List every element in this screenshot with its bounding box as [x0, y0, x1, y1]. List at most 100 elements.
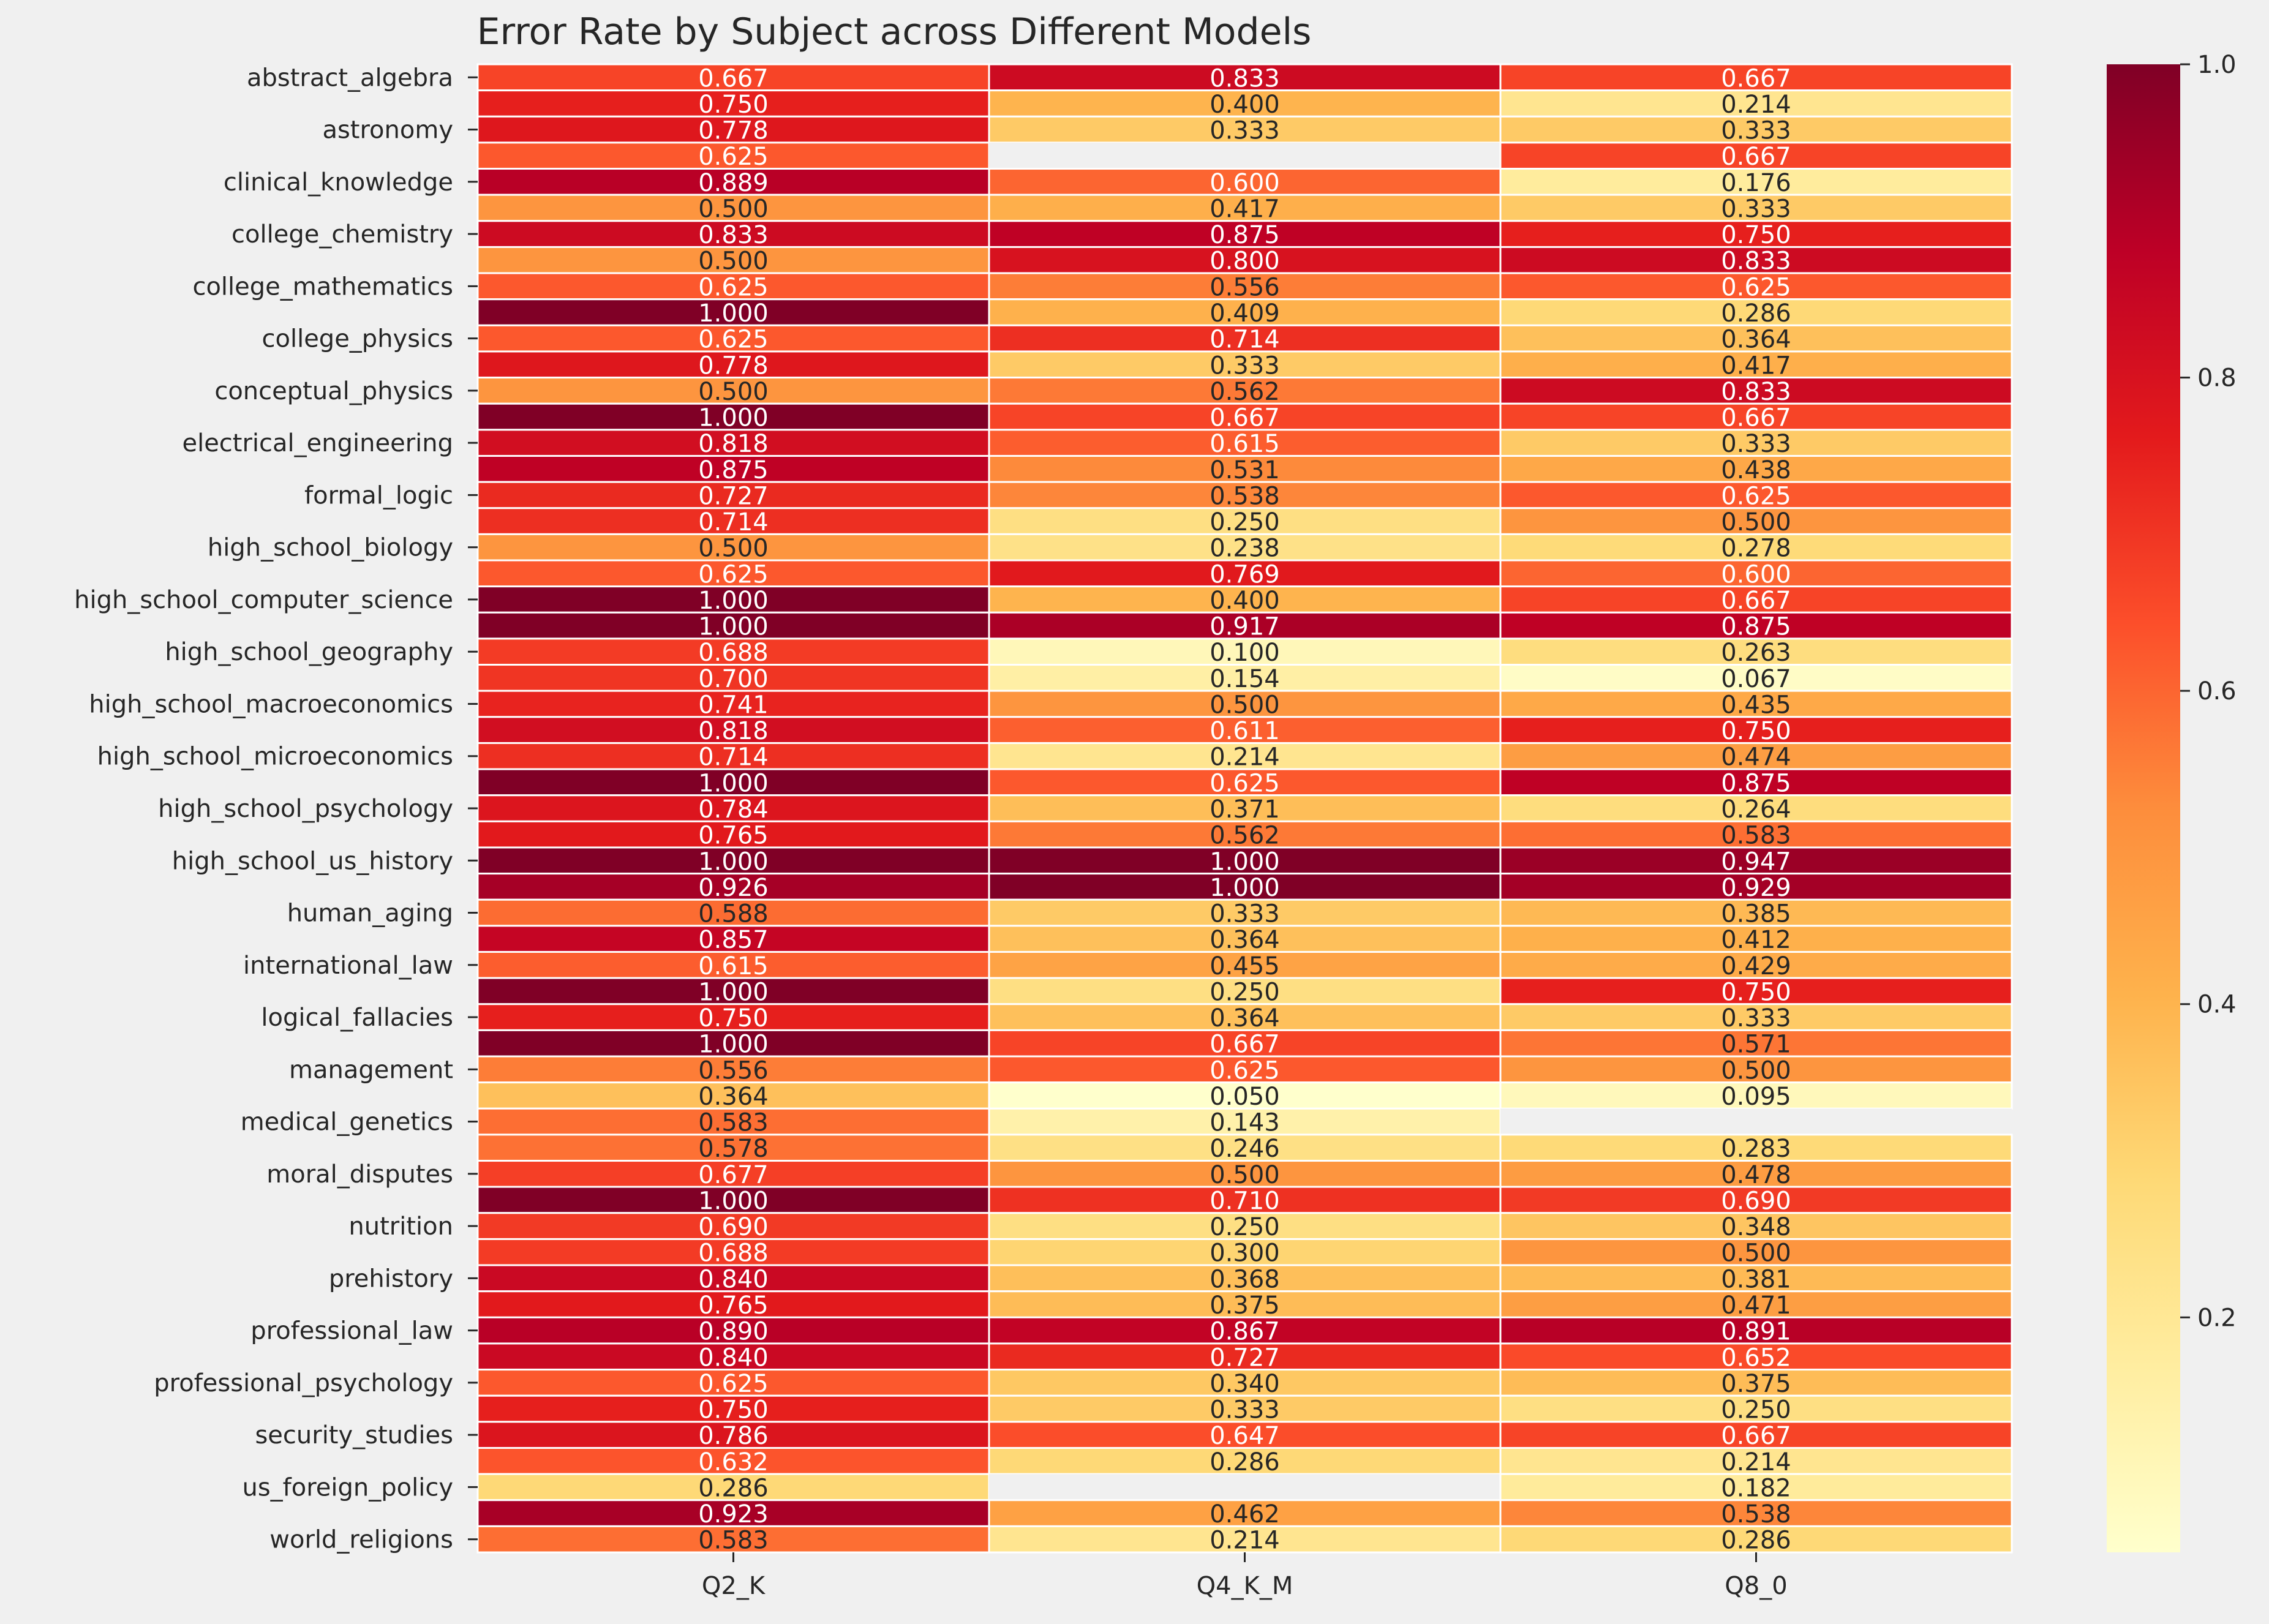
heatmap-cell: [1499, 1133, 2013, 1162]
row-tick-label: high_school_psychology: [158, 795, 453, 823]
cell-value-label: 0.875: [698, 456, 769, 484]
cell-value-label: 0.750: [1721, 717, 1791, 745]
heatmap-cell: [476, 1394, 990, 1423]
heatmap-cell: [1499, 272, 2013, 301]
cell-value-label: 0.100: [1210, 639, 1280, 667]
cell-value-label: 0.800: [1210, 247, 1280, 276]
cell-value-label: 0.690: [1721, 1187, 1791, 1215]
cell-value-label: 0.364: [1721, 326, 1791, 354]
cell-value-label: 1.000: [698, 404, 769, 432]
row-tick-label: high_school_computer_science: [74, 586, 453, 614]
cell-value-label: 0.250: [1210, 508, 1280, 536]
cell-value-label: 0.556: [698, 1056, 769, 1085]
cell-value-label: 0.286: [1210, 1448, 1280, 1476]
colorbar: 0.2 0.4 0.6 0.8 1.0: [2107, 51, 2237, 1552]
cell-value-label: 0.562: [1210, 822, 1280, 850]
cell-value-label: 0.929: [1721, 874, 1791, 902]
row-tick-label: college_physics: [262, 325, 454, 353]
cell-value-label: 0.500: [698, 378, 769, 406]
cell-value-label: 0.818: [698, 430, 769, 458]
heatmap-cell: [988, 1186, 1502, 1214]
row-tick-label: world_religions: [269, 1526, 453, 1554]
heatmap-cell: [476, 1003, 990, 1031]
heatmap-cell: [1499, 168, 2013, 196]
heatmap-cell-missing: [989, 1474, 1500, 1500]
cell-value-label: 0.765: [698, 1291, 769, 1320]
colorbar-tick-label: 0.6: [2197, 677, 2237, 705]
cell-value-label: 0.286: [1721, 1527, 1791, 1555]
cell-value-label: 0.348: [1721, 1213, 1791, 1241]
row-tick-label: college_chemistry: [231, 220, 453, 249]
cell-value-label: 0.784: [698, 795, 769, 824]
heatmap-cell: [1499, 429, 2013, 457]
heatmap-cell: [1499, 898, 2013, 927]
heatmap-cell: [476, 1212, 990, 1240]
cell-value-label: 0.833: [1721, 247, 1791, 276]
heatmap-cell: [476, 481, 990, 509]
heatmap-cell: [476, 925, 990, 953]
heatmap-cell: [1499, 1473, 2013, 1502]
heatmap-cell: [476, 1369, 990, 1397]
heatmap-cell: [476, 168, 990, 196]
cell-value-label: 1.000: [698, 848, 769, 876]
cell-value-label: 0.778: [698, 351, 769, 380]
cell-value-label: 0.571: [1721, 1031, 1791, 1059]
cell-value-label: 0.714: [698, 508, 769, 536]
row-tick-label: clinical_knowledge: [224, 168, 453, 197]
cell-value-label: 0.500: [698, 247, 769, 276]
heatmap-cell: [476, 1186, 990, 1214]
cell-value-label: 0.625: [698, 273, 769, 301]
cell-value-label: 0.333: [1721, 1004, 1791, 1032]
row-tick-label: high_school_biology: [208, 534, 453, 562]
cell-value-label: 0.750: [1721, 221, 1791, 249]
cell-value-label: 0.455: [1210, 952, 1280, 980]
heatmap-cell: [1499, 246, 2013, 274]
heatmap-cell: [1499, 1499, 2013, 1527]
heatmap-cell: [988, 1342, 1502, 1371]
cell-value-label: 0.246: [1210, 1135, 1280, 1163]
cell-value-label: 0.750: [698, 1004, 769, 1032]
cell-value-label: 1.000: [698, 1187, 769, 1215]
cell-value-label: 0.286: [1721, 299, 1791, 328]
heatmap-cell: [988, 1160, 1502, 1188]
heatmap-cell: [476, 454, 990, 483]
cell-value-label: 0.727: [1210, 1344, 1280, 1372]
cell-value-label: 0.600: [1721, 560, 1791, 588]
heatmap-cell: [1499, 1369, 2013, 1397]
cell-value-label: 0.438: [1721, 456, 1791, 484]
row-tick-label: us_foreign_policy: [242, 1473, 453, 1502]
heatmap-cell: [1499, 1316, 2013, 1345]
heatmap-cell: [476, 324, 990, 353]
column-tick-labels: Q2_K Q4_K_M Q8_0: [702, 1552, 1788, 1600]
heatmap-cell: [1499, 977, 2013, 1006]
heatmap-cell: [1499, 742, 2013, 770]
heatmap-cell: [1499, 89, 2013, 118]
heatmap-cell: [988, 429, 1502, 457]
cell-value-label: 0.278: [1721, 535, 1791, 563]
cell-value-label: 0.429: [1721, 952, 1791, 980]
cell-value-label: 0.867: [1210, 1318, 1280, 1346]
cell-value-label: 0.667: [1721, 64, 1791, 92]
cell-value-label: 1.000: [698, 299, 769, 328]
cell-value-label: 0.435: [1721, 691, 1791, 719]
cell-value-label: 0.890: [698, 1318, 769, 1346]
cell-value-label: 0.250: [1210, 1213, 1280, 1241]
cell-value-label: 0.625: [698, 1370, 769, 1398]
cell-value-label: 0.875: [1721, 769, 1791, 797]
cell-value-label: 0.875: [1210, 221, 1280, 249]
chart-title: Error Rate by Subject across Different M…: [477, 10, 1312, 53]
heatmap-cell: [988, 272, 1502, 301]
cell-value-label: 0.333: [1721, 430, 1791, 458]
cell-value-label: 0.333: [1721, 117, 1791, 145]
heatmap-cell: [1499, 324, 2013, 353]
cell-value-label: 0.583: [698, 1109, 769, 1137]
heatmap-cell: [988, 194, 1502, 222]
cell-value-label: 0.632: [698, 1448, 769, 1476]
cell-value-label: 0.364: [698, 1083, 769, 1111]
cell-value-label: 0.750: [1721, 978, 1791, 1006]
cell-value-label: 0.417: [1721, 351, 1791, 380]
cell-value-label: 0.340: [1210, 1370, 1280, 1398]
cell-value-label: 0.471: [1721, 1291, 1791, 1320]
heatmap-cell: [476, 141, 990, 170]
row-tick-label: logical_fallacies: [261, 1004, 453, 1032]
